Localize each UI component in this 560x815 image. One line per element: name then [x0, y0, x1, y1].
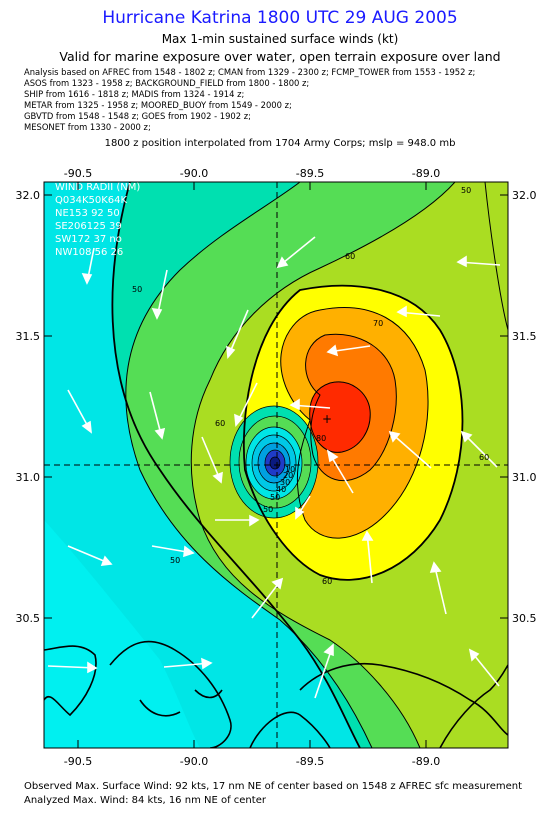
max-wind-marker: + — [322, 412, 332, 426]
contour-label: 50 — [263, 505, 273, 514]
lon-tick-label: -89.5 — [296, 167, 324, 180]
contour-label: 80 — [316, 434, 326, 443]
contour-label: 50 — [461, 186, 471, 195]
map-subtitle: Max 1-min sustained surface winds (kt) — [161, 32, 399, 46]
source-line: GBVTD from 1548 - 1548 z; GOES from 1902… — [24, 111, 251, 121]
isotach-lines — [111, 182, 508, 748]
contour-label: 10 — [285, 465, 295, 474]
wind-arrow — [234, 382, 258, 427]
wind-arrow — [47, 661, 98, 674]
lat-tick-label: 30.5 — [512, 612, 537, 625]
contour-labels: 50 60 70 80 50 60 50 50 60 60 50 40 30 2… — [132, 186, 489, 586]
lat-tick-label: 31.0 — [512, 471, 537, 484]
wind-radii-row: NE153 92 50 — [55, 208, 120, 219]
wind-arrow — [151, 545, 195, 558]
lat-tick-label: 31.0 — [16, 471, 41, 484]
lon-tick-label: -90.0 — [180, 755, 208, 768]
source-line: METAR from 1325 - 1958 z; MOORED_BUOY fr… — [24, 100, 292, 110]
lon-tick-label: -89.0 — [412, 167, 440, 180]
wind-arrow — [67, 545, 113, 566]
wind-radii-row: SE206125 39 — [55, 221, 122, 232]
lat-tick-label: 30.5 — [16, 612, 41, 625]
analyzed-max-wind: Analyzed Max. Wind: 84 kts, 16 nm NE of … — [24, 795, 266, 806]
wind-radii-row: SW172 37 no — [55, 234, 122, 245]
lat-labels-right: 32.0 31.5 31.0 30.5 — [512, 189, 537, 625]
lon-tick-label: -90.0 — [180, 167, 208, 180]
eye-contours — [229, 405, 319, 519]
wind-arrow — [295, 495, 311, 520]
axis-ticks — [44, 182, 508, 748]
lon-tick-label: -89.5 — [296, 755, 324, 768]
lon-tick-label: -90.5 — [64, 167, 92, 180]
contour-label: 70 — [373, 319, 383, 328]
wind-arrow — [429, 561, 447, 615]
lat-tick-label: 31.5 — [512, 330, 537, 343]
lat-tick-label: 32.0 — [512, 189, 537, 202]
source-line: SHIP from 1616 - 1818 z; MADIS from 1324… — [24, 89, 245, 99]
wind-arrow — [149, 391, 166, 440]
wind-field-plot: + — [44, 182, 508, 748]
contour-label: 50 — [170, 556, 180, 565]
lon-tick-label: -90.5 — [64, 755, 92, 768]
observed-max-wind: Observed Max. Surface Wind: 92 kts, 17 n… — [24, 781, 523, 792]
wind-arrow — [361, 530, 374, 584]
wind-arrow — [276, 236, 316, 269]
validity-note: Valid for marine exposure over water, op… — [59, 49, 501, 64]
lon-tick-label: -89.0 — [412, 755, 440, 768]
wind-arrow — [396, 305, 441, 318]
lat-labels-left: 32.0 31.5 31.0 30.5 — [16, 189, 41, 625]
wind-arrow — [388, 430, 432, 469]
wind-band-low — [44, 520, 200, 748]
wind-arrow — [326, 449, 354, 494]
contour-label: 50 — [132, 285, 142, 294]
lon-labels-top: -90.5 -90.0 -89.5 -89.0 — [64, 167, 440, 180]
wind-arrow — [326, 344, 371, 357]
contour-label: 60 — [215, 419, 225, 428]
map-title: Hurricane Katrina 1800 UTC 29 AUG 2005 — [102, 8, 458, 28]
wind-radii-table: WIND RADII (NM) Q034K50K64K NE153 92 50 … — [55, 182, 140, 258]
lat-tick-label: 31.5 — [16, 330, 41, 343]
wind-arrow — [460, 430, 498, 468]
source-line: Analysis based on AFREC from 1548 - 1802… — [24, 67, 476, 77]
wind-arrow — [456, 255, 501, 268]
wind-arrow — [314, 643, 334, 699]
wind-arrow — [289, 398, 331, 411]
wind-arrow — [81, 247, 95, 285]
wind-arrow — [251, 577, 284, 619]
source-line: MESONET from 1330 - 2000 z; — [24, 122, 151, 132]
contour-label: 60 — [345, 252, 355, 261]
wind-arrow — [226, 309, 249, 359]
contour-label: 60 — [322, 577, 332, 586]
center-crosshair — [44, 182, 508, 748]
wind-max-core — [309, 381, 371, 453]
lon-labels-bottom: -90.5 -90.0 -89.5 -89.0 — [64, 755, 440, 768]
wind-arrow — [215, 514, 260, 527]
wind-arrow — [163, 657, 213, 670]
wind-radii-row: Q034K50K64K — [55, 195, 128, 206]
contour-label: 20 — [283, 471, 293, 480]
contour-label: 40 — [276, 485, 286, 494]
lat-tick-label: 32.0 — [16, 189, 41, 202]
wind-arrow — [151, 269, 168, 320]
wind-radii-row: NW108 56 26 — [55, 247, 123, 258]
contour-label: 60 — [479, 453, 489, 462]
wind-vectors — [47, 236, 501, 699]
plot-frame — [43, 181, 509, 749]
wind-radii-header: WIND RADII (NM) — [55, 182, 140, 193]
source-line: ASOS from 1323 - 1958 z; BACKGROUND_FIEL… — [24, 78, 310, 88]
contour-label: 30 — [280, 478, 290, 487]
coastline — [44, 640, 508, 748]
wind-arrow — [468, 648, 500, 687]
wind-arrow — [201, 436, 223, 484]
position-note: 1800 z position interpolated from 1704 A… — [104, 138, 456, 149]
wind-band-30 — [44, 182, 360, 748]
contour-label: 50 — [270, 493, 280, 502]
wind-arrow — [67, 389, 92, 434]
